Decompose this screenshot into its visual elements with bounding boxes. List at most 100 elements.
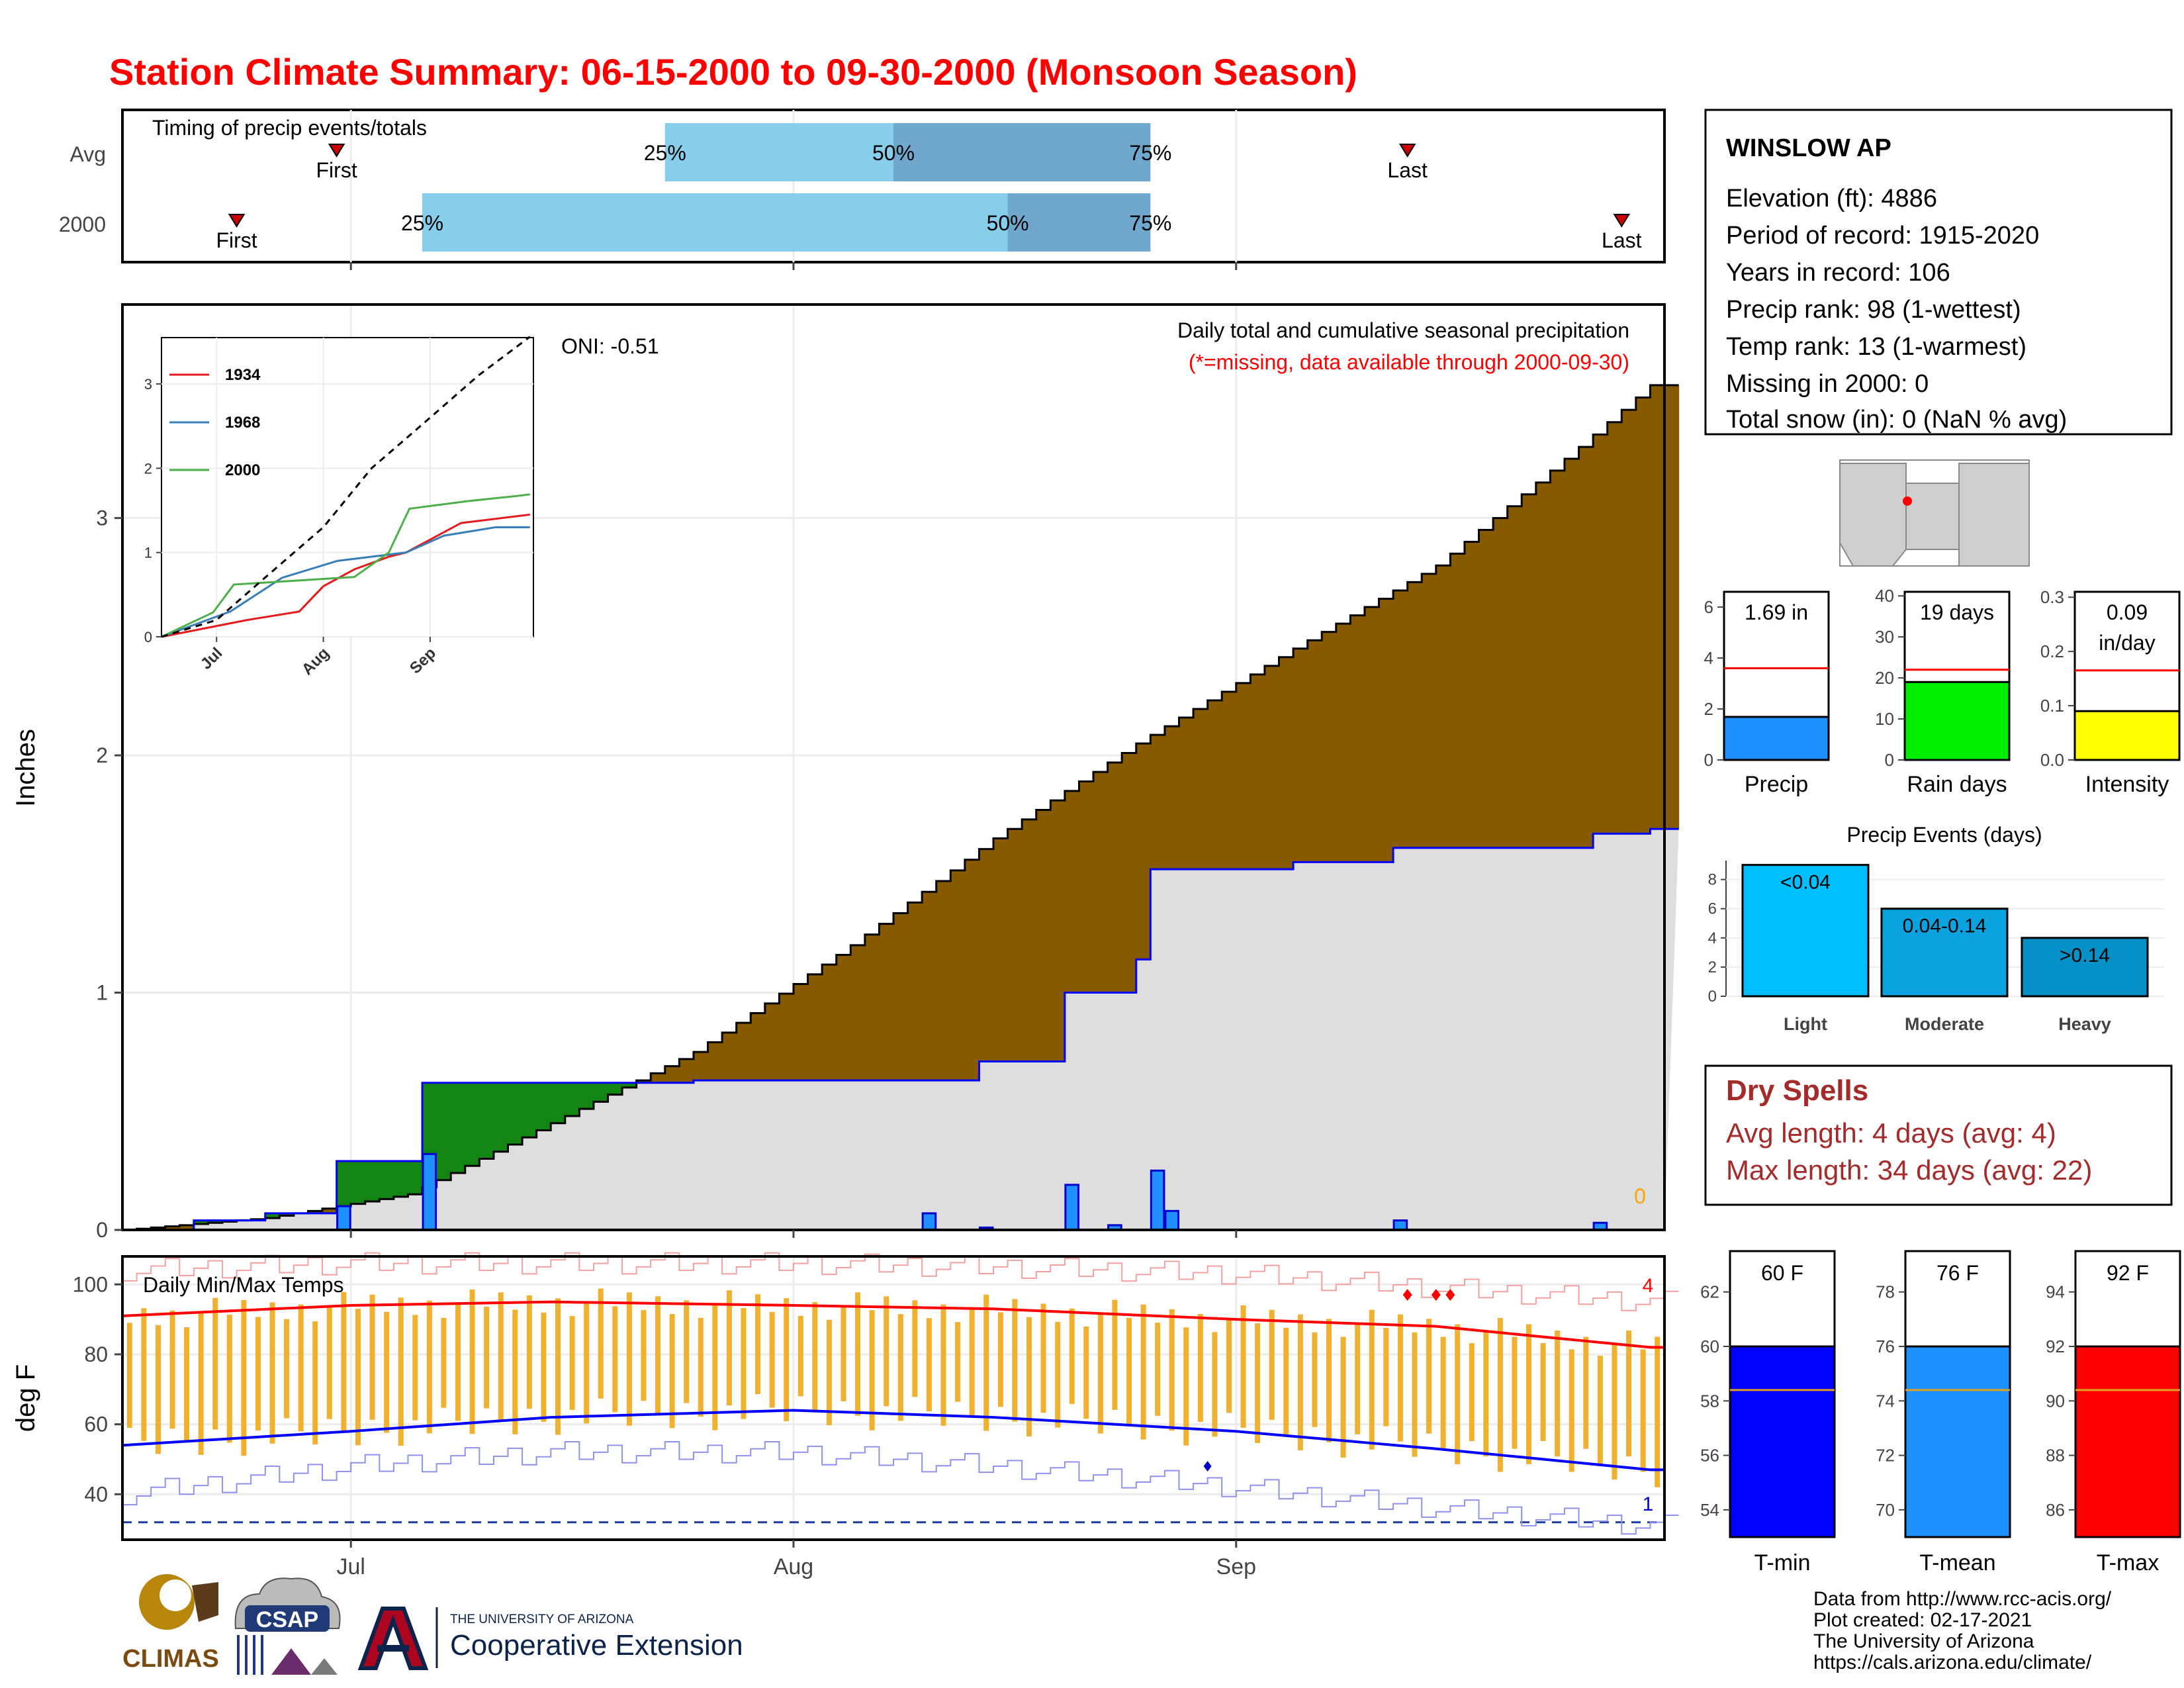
- events-category-label: Light: [1784, 1014, 1827, 1034]
- temp-summary-bar: [2074, 1345, 2181, 1538]
- temp-summary-ytick-label: 90: [2046, 1391, 2065, 1411]
- mini-chart-ytick-label: 0.3: [2040, 587, 2064, 607]
- station-location-marker: [1903, 496, 1912, 506]
- surplus-area-segment: [351, 1161, 366, 1204]
- events-category-label: Moderate: [1905, 1014, 1984, 1034]
- average-high-line: [122, 1300, 1664, 1349]
- daily-precip-bar: [921, 1212, 937, 1231]
- deficit-area-segment: [1350, 615, 1365, 863]
- mini-chart-name: Intensity: [2085, 772, 2169, 797]
- deficit-area-segment: [822, 964, 837, 1081]
- mini-chart-ytick-label: 0.2: [2040, 641, 2064, 661]
- deficit-area-segment: [1522, 494, 1537, 848]
- temp-count-min: 1: [1643, 1493, 1654, 1515]
- deficit-area-segment: [1122, 753, 1137, 993]
- timing-marker-label: Last: [1387, 158, 1428, 182]
- credit-line: Data from http://www.rcc-acis.org/: [1813, 1588, 2112, 1610]
- average-low-line: [122, 1409, 1664, 1472]
- inset-series-line: [161, 526, 530, 638]
- deficit-area-segment: [793, 984, 809, 1081]
- timing-pct-label: 50%: [987, 211, 1029, 235]
- surplus-area-segment: [565, 1082, 580, 1116]
- precip-ytick-label: 3: [96, 506, 108, 530]
- temp-ylabel: deg F: [11, 1364, 40, 1432]
- deficit-area-segment: [1621, 410, 1637, 834]
- surplus-area-segment: [622, 1082, 637, 1088]
- mini-chart-value-label: 0.09: [2107, 600, 2148, 624]
- inset-series-line: [161, 513, 530, 638]
- inset-legend-label: 2000: [225, 461, 260, 479]
- events-ytick-label: 4: [1708, 929, 1717, 947]
- timing-panel: 25% 50% 75% First Last 25% 50% 75% First Last Tim…: [59, 109, 1666, 270]
- timing-pct-label: 25%: [401, 211, 443, 235]
- surplus-area-segment: [336, 1161, 351, 1207]
- deficit-area-segment: [1450, 553, 1465, 848]
- university-of-arizona-logo: THE UNIVERSITY OF ARIZONA Cooperative Ex…: [357, 1607, 743, 1670]
- timing-marker-label: Last: [1602, 228, 1642, 252]
- deficit-area-segment: [1550, 470, 1565, 848]
- mini-chart-ytick-label: 20: [1875, 668, 1894, 688]
- deficit-area-segment: [1578, 447, 1594, 848]
- deficit-area-segment: [179, 1225, 195, 1230]
- mini-chart-value-label: 19 days: [1920, 600, 1994, 624]
- record-high-marker: [1431, 1289, 1441, 1301]
- deficit-area-segment: [636, 1080, 651, 1083]
- station-info-box: WINSLOW AP Elevation (ft): 4886 Period o…: [1704, 109, 2173, 436]
- surplus-area-segment: [608, 1082, 623, 1095]
- precip-ylabel: Inches: [11, 729, 40, 807]
- deficit-area-segment: [764, 1003, 780, 1081]
- credit-line: https://cals.arizona.edu/climate/: [1813, 1652, 2092, 1673]
- surplus-area-segment: [493, 1082, 509, 1152]
- deficit-area-segment: [664, 1066, 680, 1083]
- temp-label: Daily Min/Max Temps: [143, 1273, 343, 1297]
- timing-row-avg: Avg: [69, 142, 106, 166]
- timing-pct-label: 25%: [644, 141, 686, 165]
- station-line: Years in record: 106: [1726, 259, 1950, 287]
- inset-series-line: [161, 493, 530, 638]
- deficit-area-segment: [922, 892, 937, 1081]
- temp-summary-ytick-label: 94: [2046, 1282, 2065, 1302]
- deficit-area-segment: [1136, 743, 1151, 960]
- station-line: Elevation (ft): 4886: [1726, 185, 1937, 212]
- mini-chart-ytick-label: 30: [1875, 627, 1894, 647]
- mini-chart-ytick-label: 0.0: [2040, 750, 2064, 770]
- mini-chart-bar: [1723, 716, 1830, 761]
- inset-ytick-label: 1: [144, 545, 152, 561]
- surplus-area-segment: [265, 1213, 280, 1219]
- deficit-area-segment: [1479, 530, 1494, 848]
- mini-chart-ytick-label: 2: [1704, 699, 1713, 719]
- deficit-area-segment: [1107, 762, 1122, 993]
- record-low-marker: [1203, 1461, 1212, 1472]
- deficit-area-segment: [651, 1073, 666, 1083]
- mini-chart-ytick-label: 0: [1704, 750, 1713, 770]
- temp-count-max: 4: [1643, 1275, 1654, 1297]
- deficit-area-segment: [1036, 810, 1051, 1062]
- surplus-area-segment: [379, 1161, 394, 1199]
- timing-marker-triangle: [328, 144, 345, 158]
- deficit-area-segment: [1407, 582, 1422, 848]
- deficit-area-segment: [736, 1023, 751, 1081]
- deficit-area-segment: [1279, 657, 1294, 870]
- deficit-area-segment: [950, 870, 966, 1081]
- deficit-area-segment: [993, 838, 1009, 1062]
- inset-legend-label: 1968: [225, 414, 260, 432]
- deficit-area-segment: [1322, 632, 1337, 863]
- timing-pct-label: 75%: [1129, 141, 1171, 165]
- locator-map: [1839, 459, 2030, 567]
- deficit-area-segment: [1150, 735, 1165, 870]
- inset-average-line: [161, 336, 531, 638]
- record-high-marker: [1445, 1289, 1455, 1301]
- temp-ytick-label: 60: [84, 1413, 108, 1436]
- climas-logo-text: CLIMAS: [122, 1645, 219, 1673]
- temp-summary-ytick-label: 86: [2046, 1500, 2065, 1520]
- events-bar: [1880, 908, 2009, 998]
- deficit-area-segment: [936, 881, 951, 1081]
- temp-xtick-label: Sep: [1216, 1554, 1257, 1579]
- mini-chart-value-label: 1.69 in: [1745, 600, 1808, 624]
- surplus-area-segment: [579, 1082, 594, 1109]
- deficit-area-segment: [779, 994, 794, 1081]
- inset-legend-label: 1934: [225, 366, 261, 384]
- temp-summary-value-label: 76 F: [1936, 1261, 1979, 1285]
- temp-summary-ytick-label: 70: [1876, 1500, 1895, 1520]
- events-bar-label: 0.04-0.14: [1903, 915, 1987, 937]
